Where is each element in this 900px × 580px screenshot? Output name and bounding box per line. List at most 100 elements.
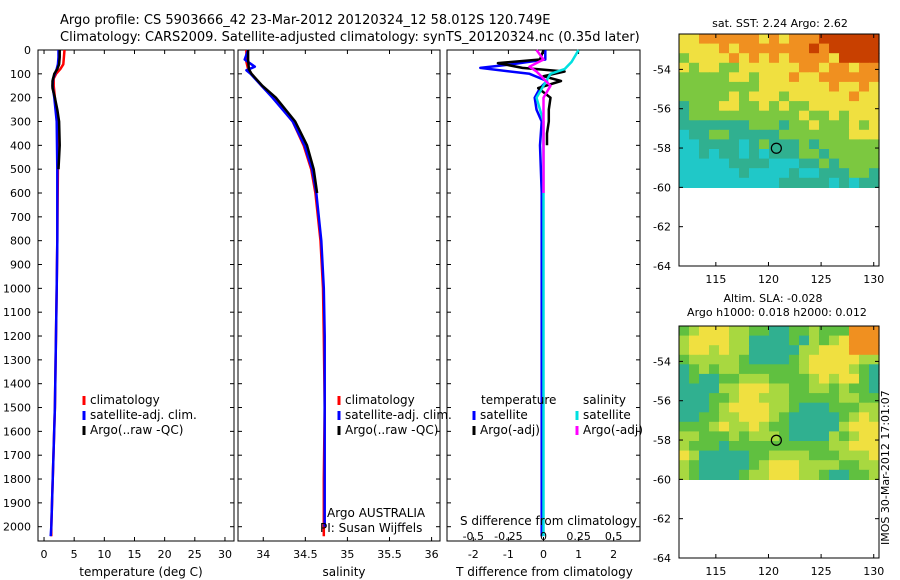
sst-map-cell	[839, 101, 850, 112]
sst-map-cell	[699, 168, 710, 179]
sst-map-ytick-label: -58	[653, 142, 671, 155]
sla-map-cell	[839, 460, 850, 471]
sla-map-cell	[679, 373, 690, 385]
sst-map-cell	[799, 72, 810, 83]
sst-map-cell	[709, 158, 720, 169]
sst-map-cell	[859, 120, 870, 131]
sst-map-cell	[849, 129, 860, 140]
sst-map-xtick-label: 120	[758, 273, 779, 286]
sla-map-cell	[769, 431, 780, 442]
sla-map-cell	[729, 431, 740, 442]
sst-map-cell	[719, 168, 730, 179]
sla-map-cell	[859, 402, 870, 413]
sla-map-cell	[749, 393, 760, 404]
sst-map-cell	[699, 81, 710, 93]
sla-map-cell	[729, 393, 740, 404]
sla-map-cell	[689, 469, 700, 480]
depth-tick-label: 200	[10, 92, 31, 105]
salinity-legend-label: climatology	[345, 393, 415, 407]
sla-map-cell	[739, 364, 750, 375]
sst-map-cell	[839, 43, 850, 54]
sla-map-cell	[779, 373, 790, 385]
sla-map-cell	[699, 412, 710, 423]
sst-map-cell	[749, 34, 760, 45]
sla-map-cell	[719, 393, 730, 404]
salinity-diff-tick-label: -0.25	[494, 530, 522, 543]
sla-map-cell	[729, 364, 740, 375]
sla-map-cell	[789, 450, 800, 461]
sla-map-cell	[839, 412, 850, 423]
sla-map-cell	[739, 383, 750, 394]
sst-map-cell	[719, 158, 730, 169]
sst-map-cell	[759, 129, 770, 140]
sla-map-cell	[779, 383, 790, 394]
sla-map-cell	[769, 373, 780, 385]
sla-map-cell	[709, 326, 720, 337]
sst-map-cell	[819, 177, 830, 188]
sla-map-cell	[839, 383, 850, 394]
sst-map-cell	[829, 53, 840, 64]
depth-tick-label: 1700	[3, 449, 31, 462]
sst-map-cell	[799, 139, 810, 150]
sla-map-cell	[719, 469, 730, 480]
sla-map-cell	[679, 393, 690, 404]
sla-map-cell	[839, 335, 850, 346]
salinity-profile-frame	[237, 49, 441, 542]
sst-map-cell	[709, 120, 720, 131]
sla-map-cell	[759, 383, 770, 394]
sla-map-cell	[759, 412, 770, 423]
sst-map-cell	[869, 110, 880, 121]
sst-map-cell	[769, 120, 780, 131]
sst-map-cell	[809, 53, 820, 64]
temperature-legend-label: Argo(..raw -QC)	[90, 423, 183, 437]
temperature-profile-xlabel: temperature (deg C)	[79, 565, 202, 579]
sst-map-cell	[779, 139, 790, 150]
sst-map-cell	[749, 158, 760, 169]
sla-map-cell	[719, 373, 730, 385]
sla-map-cell	[829, 373, 840, 385]
sla-map-cell	[849, 326, 860, 337]
sla-map-cell	[789, 364, 800, 375]
sla-map-cell	[859, 393, 870, 404]
depth-tick-label: 0	[24, 44, 31, 57]
sla-map-cell	[809, 335, 820, 346]
sla-map-cell	[819, 450, 830, 461]
sla-map-cell	[709, 373, 720, 385]
sla-map-cell	[859, 421, 870, 432]
sla-map-cell	[749, 373, 760, 385]
sst-map-cell	[829, 101, 840, 112]
sla-map-cell	[679, 364, 690, 375]
sst-map-cell	[849, 149, 860, 160]
depth-tick-label: 300	[10, 116, 31, 129]
sla-map-cell	[699, 373, 710, 385]
sla-map-cell	[689, 326, 700, 337]
salinity-profile-xtick-label: 34.5	[293, 548, 318, 561]
sst-map-cell	[849, 101, 860, 112]
sla-map-cell	[839, 354, 850, 365]
sla-map-cell	[839, 402, 850, 413]
sst-map-cell	[819, 72, 830, 83]
sst-map-cell	[759, 139, 770, 150]
salinity-profile-xtick-label: 35.5	[377, 548, 402, 561]
sla-map-cell	[749, 402, 760, 413]
depth-tick-label: 1800	[3, 473, 31, 486]
sla-map-cell	[679, 326, 690, 337]
sla-map-cell	[749, 383, 760, 394]
sst-map-cell	[849, 139, 860, 150]
sla-map-cell	[769, 402, 780, 413]
sst-map-cell	[699, 158, 710, 169]
sla-map-cell	[729, 383, 740, 394]
sst-map-cell	[729, 34, 740, 45]
sla-map-cell	[709, 421, 720, 432]
sst-map-cell	[739, 120, 750, 131]
sst-map-cell	[729, 91, 740, 102]
sst-map-cell	[719, 101, 730, 112]
difference-profile-xtick-label: 0	[540, 548, 547, 561]
salinity-profile-xlabel: salinity	[322, 565, 365, 579]
sla-map-cell	[829, 345, 840, 356]
sst-map-cell	[729, 168, 740, 179]
sst-map-cell	[819, 34, 830, 45]
sst-map-cell	[679, 139, 690, 150]
sst-map-cell	[829, 81, 840, 93]
sst-map-cell	[839, 53, 850, 64]
